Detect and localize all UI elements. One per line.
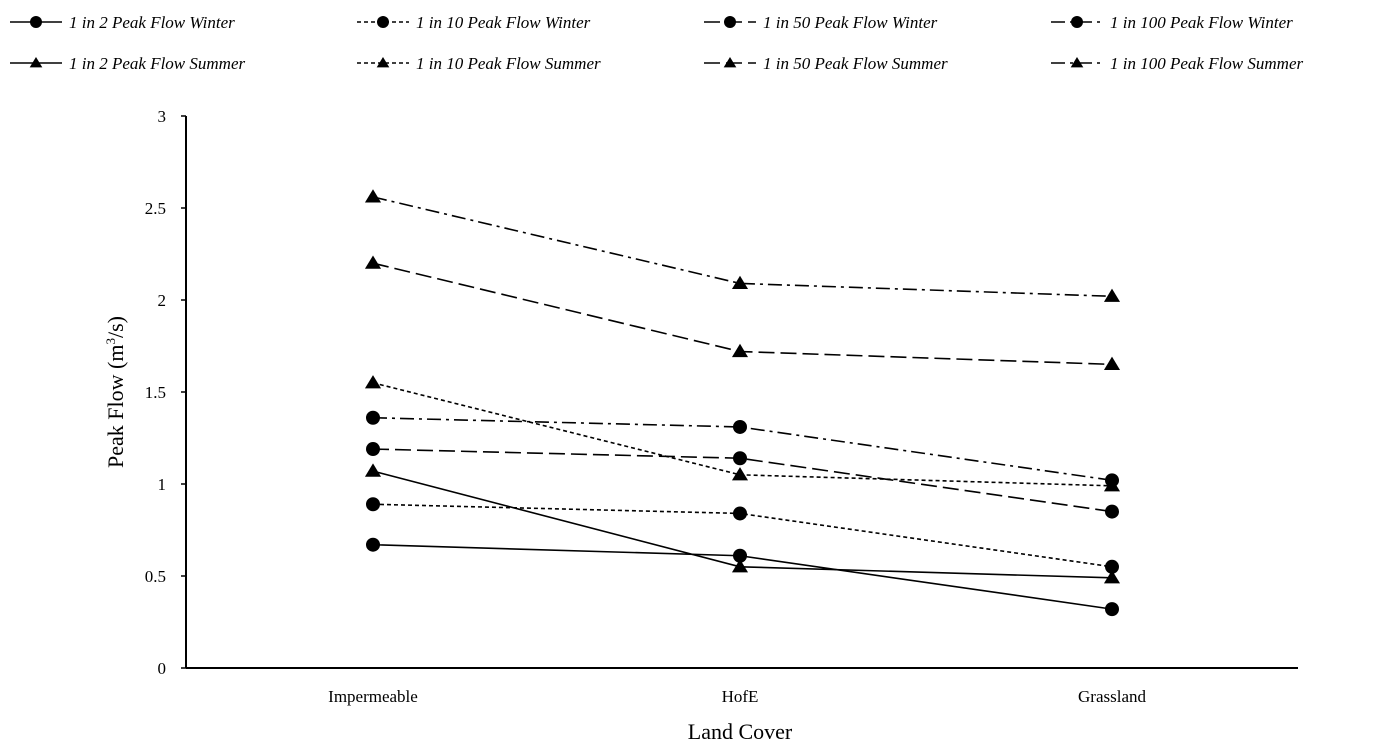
legend-marker bbox=[724, 16, 736, 28]
data-point bbox=[733, 419, 747, 434]
series-5 bbox=[364, 463, 1121, 584]
legend-item: 1 in 2 Peak Flow Summer bbox=[10, 54, 245, 73]
data-point bbox=[366, 410, 380, 425]
y-tick-label: 2 bbox=[158, 291, 167, 310]
legend-marker bbox=[30, 16, 42, 28]
legend-item: 1 in 50 Peak Flow Summer bbox=[704, 54, 948, 73]
y-tick-label: 1 bbox=[158, 475, 167, 494]
legend-label: 1 in 10 Peak Flow Winter bbox=[416, 13, 591, 32]
data-point bbox=[364, 255, 382, 269]
data-point bbox=[366, 497, 380, 512]
legend-marker bbox=[377, 16, 389, 28]
data-point bbox=[731, 343, 749, 358]
y-axis-title-end: /s) bbox=[103, 316, 128, 338]
series-2 bbox=[366, 497, 1119, 574]
legend-item: 1 in 10 Peak Flow Winter bbox=[357, 13, 591, 32]
x-tick-label: HofE bbox=[722, 687, 759, 706]
legend-label: 1 in 2 Peak Flow Summer bbox=[69, 54, 245, 73]
series-4 bbox=[366, 410, 1119, 488]
legend-label: 1 in 2 Peak Flow Winter bbox=[69, 13, 235, 32]
y-tick-label: 3 bbox=[158, 107, 167, 126]
x-tick-label: Impermeable bbox=[328, 687, 418, 706]
data-point bbox=[731, 275, 749, 290]
y-axis-title-main: Peak Flow (m bbox=[103, 345, 128, 468]
data-point bbox=[1103, 478, 1121, 492]
data-point bbox=[733, 548, 747, 563]
data-point bbox=[1103, 570, 1121, 584]
series-group bbox=[364, 189, 1121, 617]
y-axis-title: Peak Flow (m3/s) bbox=[103, 316, 128, 468]
legend-item: 1 in 100 Peak Flow Winter bbox=[1051, 13, 1293, 32]
data-point bbox=[1105, 602, 1119, 617]
x-tick-label: Grassland bbox=[1078, 687, 1146, 706]
y-tick-label: 0 bbox=[158, 659, 167, 678]
legend-item: 1 in 50 Peak Flow Winter bbox=[704, 13, 938, 32]
legend-label: 1 in 100 Peak Flow Summer bbox=[1110, 54, 1303, 73]
data-point bbox=[364, 189, 382, 203]
x-axis-title: Land Cover bbox=[688, 719, 793, 744]
data-point bbox=[1105, 504, 1119, 519]
data-point bbox=[364, 375, 382, 389]
y-tick-label: 1.5 bbox=[145, 383, 166, 402]
axes bbox=[181, 115, 1298, 669]
legend-label: 1 in 100 Peak Flow Winter bbox=[1110, 13, 1293, 32]
data-point bbox=[733, 506, 747, 521]
legend-item: 1 in 100 Peak Flow Summer bbox=[1051, 54, 1303, 73]
legend-marker bbox=[29, 56, 43, 68]
legend-item: 1 in 2 Peak Flow Winter bbox=[10, 13, 235, 32]
legend-label: 1 in 50 Peak Flow Summer bbox=[763, 54, 948, 73]
series-3 bbox=[366, 442, 1119, 519]
data-point bbox=[366, 537, 380, 552]
legend-item: 1 in 10 Peak Flow Summer bbox=[357, 54, 601, 73]
data-point bbox=[731, 467, 749, 481]
y-tick-label: 0.5 bbox=[145, 567, 166, 586]
legend-marker bbox=[1070, 56, 1084, 68]
y-tick-label: 2.5 bbox=[145, 199, 166, 218]
legend-label: 1 in 50 Peak Flow Winter bbox=[763, 13, 938, 32]
legend-marker bbox=[1071, 16, 1083, 28]
data-point bbox=[364, 463, 382, 477]
series-8 bbox=[364, 189, 1121, 302]
data-point bbox=[1105, 559, 1119, 574]
data-point bbox=[1103, 288, 1121, 302]
series-6 bbox=[364, 375, 1121, 492]
data-point bbox=[733, 451, 747, 466]
series-line bbox=[372, 196, 1113, 298]
series-line bbox=[372, 382, 1113, 487]
y-tick-labels: 0 0.5 1 1.5 2 2.5 3 bbox=[145, 107, 166, 678]
legend-label: 1 in 10 Peak Flow Summer bbox=[416, 54, 601, 73]
legend-marker bbox=[376, 56, 390, 68]
data-point bbox=[1103, 356, 1121, 370]
data-point bbox=[366, 442, 380, 457]
series-1 bbox=[366, 537, 1119, 617]
legend: 1 in 2 Peak Flow Winter 1 in 10 Peak Flow… bbox=[10, 13, 1303, 73]
series-7 bbox=[364, 255, 1121, 370]
data-point bbox=[731, 559, 749, 573]
legend-marker bbox=[723, 56, 737, 68]
x-tick-labels: Impermeable HofE Grassland bbox=[328, 687, 1146, 706]
y-axis-title-sup: 3 bbox=[103, 338, 118, 345]
